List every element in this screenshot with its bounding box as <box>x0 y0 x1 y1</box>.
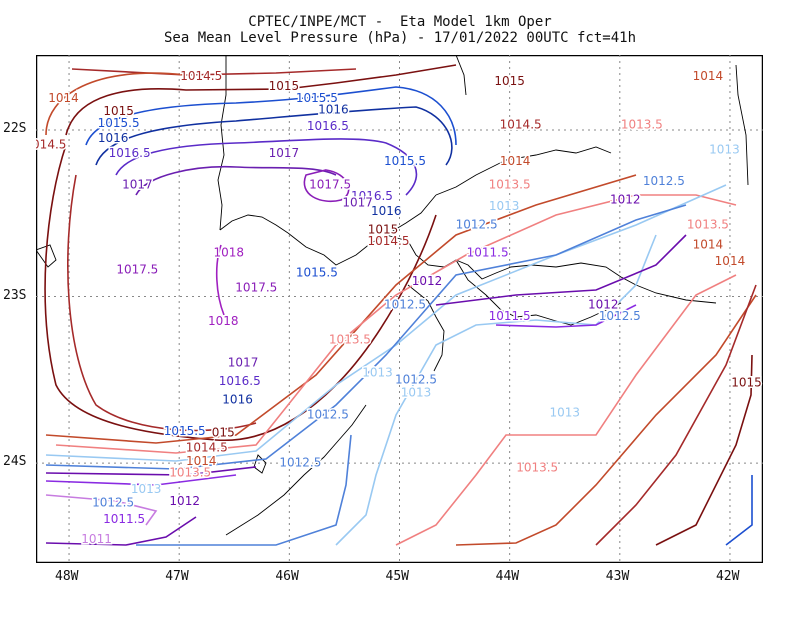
contour-label: 1012.5 <box>307 407 349 421</box>
contour-label: 1015 <box>103 104 134 118</box>
contour-label: 1014 <box>48 91 79 105</box>
contour-label: 1014.5 <box>500 117 542 131</box>
contour-label: 1013.5 <box>489 177 531 191</box>
contour-label: 1014.5 <box>186 441 228 455</box>
contour-label: 1014.5 <box>367 234 409 248</box>
contour-label: 1015.5 <box>164 424 206 438</box>
contour-label: 1015.5 <box>98 116 140 130</box>
contour-label: 1017 <box>228 356 259 370</box>
contour-label: 1012 <box>610 192 641 206</box>
contour-label: 1013 <box>489 199 520 213</box>
contour-label: 1013 <box>131 482 162 496</box>
contour-label: 1015.5 <box>296 91 338 105</box>
x-tick-label: 48W <box>55 569 79 584</box>
contour-label: 1017 <box>342 196 373 210</box>
contour-label: 1017 <box>269 146 300 160</box>
contour-label: 1016 <box>98 131 129 145</box>
contour-label: 1013.5 <box>621 117 663 131</box>
contour-label: 1011 <box>81 532 112 546</box>
x-tick-label: 45W <box>385 569 409 584</box>
contour-label: 1017.5 <box>309 177 351 191</box>
contour-label: 1013.5 <box>687 217 729 231</box>
contour-label: 1014 <box>186 454 217 468</box>
contour-label: 1014 <box>693 237 724 251</box>
contour-label: 1016.5 <box>351 189 393 203</box>
contour-label: 015 <box>212 426 235 440</box>
contour-label: 1012.5 <box>599 309 641 323</box>
contour-label: 1015.5 <box>296 266 338 280</box>
contour-label: 1015 <box>368 222 399 236</box>
contour-label: 1018 <box>213 246 244 260</box>
contour-label: 1016 <box>222 392 253 406</box>
contour-label: 1017 <box>122 177 153 191</box>
contour-label: 1012 <box>169 494 200 508</box>
contour-label: 1015.5 <box>384 154 426 168</box>
map-frame: 1014.5 1015 1014 1014 1015 1015.5 1016 1016.5 10… <box>36 55 763 563</box>
contour-label: 1016.5 <box>219 374 261 388</box>
contour-label: 014.5 <box>36 137 66 151</box>
contour-label: 1017.5 <box>116 262 158 276</box>
contour-label: 1013.5 <box>329 332 371 346</box>
x-tick-label: 47W <box>165 569 189 584</box>
contour-label: 1012.5 <box>456 217 498 231</box>
y-tick-label: 24S <box>3 454 27 470</box>
x-tick-label: 44W <box>495 569 520 584</box>
contour-label: 1014.5 <box>180 69 222 83</box>
contour-label: 1013 <box>709 142 740 156</box>
contour-label: 1016 <box>371 204 402 218</box>
x-tick-label: 43W <box>605 569 630 584</box>
contour-label: 1013.5 <box>169 466 211 480</box>
contour-label: 1014 <box>715 254 746 268</box>
isobars <box>44 64 757 546</box>
chart-title: CPTEC/INPE/MCT - Eta Model 1km Oper <box>248 14 552 30</box>
contour-label: 1015 <box>731 376 762 390</box>
contour-label: 1011.5 <box>467 246 509 260</box>
chart-subtitle: Sea Mean Level Pressure (hPa) - 17/01/20… <box>163 30 636 46</box>
contour-label: 1015 <box>494 74 525 88</box>
contour-label: 1011.5 <box>103 512 145 526</box>
contour-label: 1012.5 <box>92 496 134 510</box>
x-tick-label: 46W <box>275 569 299 584</box>
contour-label: 1018 <box>208 314 239 328</box>
coastline <box>36 55 749 536</box>
y-tick-label: 23S <box>3 287 27 303</box>
contour-label: 1013 <box>549 406 580 420</box>
contour-label: 1013 <box>401 386 432 400</box>
contour-label: 1011.5 <box>489 309 531 323</box>
contour-label: 1012.5 <box>384 297 426 311</box>
contour-label: 1016.5 <box>307 119 349 133</box>
contour-label: 1012 <box>588 297 619 311</box>
y-tick-label: 22S <box>3 120 27 136</box>
contour-label: 1012.5 <box>395 372 437 386</box>
contour-label: 1012.5 <box>279 456 321 470</box>
contour-label: 1016.5 <box>109 146 151 160</box>
contour-label: 1013 <box>362 366 393 380</box>
contour-label: 1012 <box>412 274 443 288</box>
x-tick-label: 42W <box>715 569 740 584</box>
contour-label: 1014 <box>500 154 531 168</box>
contour-label: 1016 <box>318 102 349 116</box>
contour-label: 1013.5 <box>516 461 558 475</box>
contour-label: 1012.5 <box>643 174 685 188</box>
contour-label: 1015 <box>269 79 300 93</box>
contour-label: 1017.5 <box>235 281 277 295</box>
contour-label: 1014 <box>693 69 724 83</box>
